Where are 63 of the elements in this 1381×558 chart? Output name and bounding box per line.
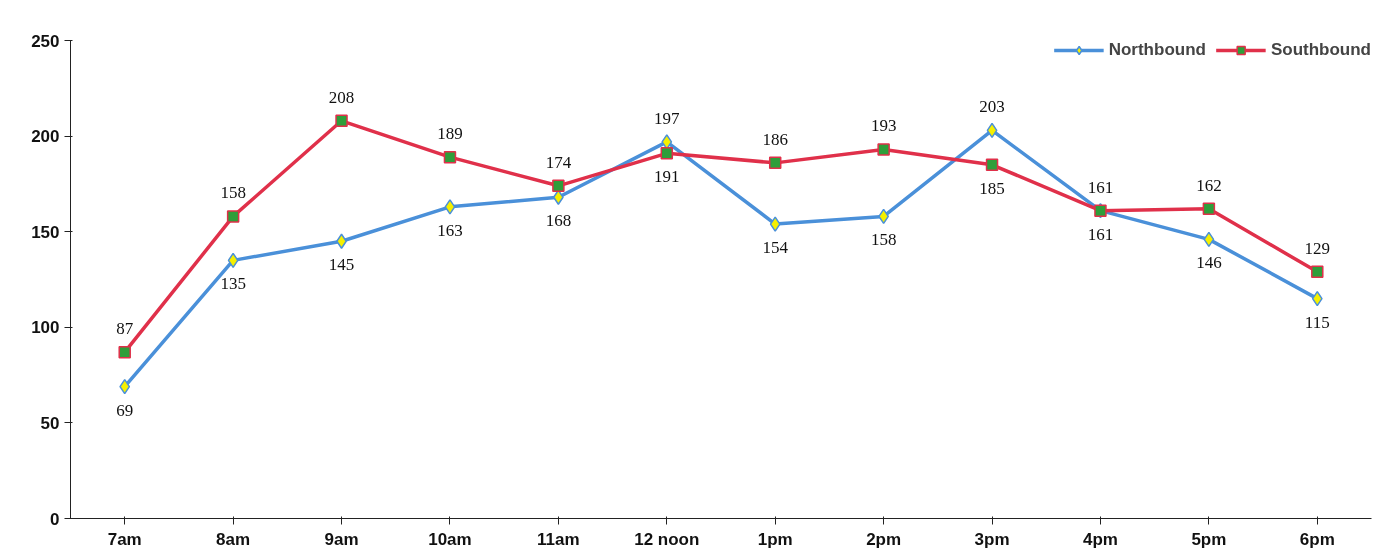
x-tick-label: 2pm (866, 529, 902, 549)
data-label: 161 (1087, 177, 1114, 197)
x-tick-label: 8am (216, 529, 251, 549)
point (769, 216, 781, 232)
y-tick-label: 200 (31, 127, 60, 147)
data-label: 129 (1304, 238, 1331, 258)
y-tick-label: 150 (31, 222, 60, 242)
y-tick-label: 250 (31, 31, 60, 51)
data-label: 163 (437, 220, 463, 240)
point (878, 208, 890, 225)
data-label: 87 (116, 319, 134, 339)
data-label: 135 (220, 274, 246, 294)
point (444, 199, 456, 215)
x-tick-label: 11am (537, 529, 580, 549)
data-label: 161 (1087, 224, 1114, 244)
y-tick-label: 0 (50, 509, 60, 529)
data-label: 146 (1196, 253, 1222, 273)
x-tick-label: 12 noon (634, 529, 700, 549)
x-tick-label: 7am (107, 529, 142, 549)
data-label: 185 (979, 178, 1005, 198)
x-tick-label: 5pm (1191, 529, 1227, 549)
data-label: 189 (437, 124, 463, 144)
point (985, 158, 999, 172)
point (443, 150, 457, 164)
point (227, 252, 239, 269)
x-tick-label: 4pm (1082, 529, 1118, 549)
data-label: 168 (545, 211, 572, 231)
data-label: 174 (545, 152, 572, 172)
point (768, 156, 782, 170)
point (226, 210, 240, 223)
data-label: 162 (1196, 175, 1222, 195)
y-tick-label: 50 (40, 413, 60, 433)
legend-label: Northbound (1108, 40, 1206, 60)
point (1203, 231, 1215, 248)
data-label: 197 (654, 108, 681, 128)
point (877, 143, 890, 156)
point (335, 114, 348, 128)
y-tick-label: 100 (31, 318, 60, 338)
data-label: 208 (328, 87, 355, 107)
point (660, 147, 674, 160)
data-label: 145 (328, 255, 355, 275)
data-label: 115 (1304, 312, 1330, 332)
point (552, 179, 565, 193)
data-label: 69 (116, 400, 134, 420)
x-tick-label: 10am (428, 529, 472, 549)
data-label: 186 (762, 129, 788, 149)
point (119, 378, 131, 395)
data-label: 158 (220, 183, 246, 203)
x-tick-label: 1pm (757, 529, 793, 549)
point (986, 122, 998, 139)
x-tick-label: 3pm (974, 529, 1010, 549)
x-tick-label: 6pm (1299, 529, 1335, 549)
point (1311, 290, 1323, 307)
data-label: 203 (979, 97, 1005, 117)
data-label: 191 (654, 167, 680, 187)
point (118, 345, 131, 359)
x-tick-label: 9am (324, 529, 359, 549)
legend-label: Southbound (1270, 40, 1371, 60)
data-label: 193 (870, 116, 897, 136)
data-label: 154 (762, 238, 789, 258)
data-label: 158 (870, 230, 897, 250)
point (1202, 202, 1216, 216)
point (1311, 265, 1324, 279)
